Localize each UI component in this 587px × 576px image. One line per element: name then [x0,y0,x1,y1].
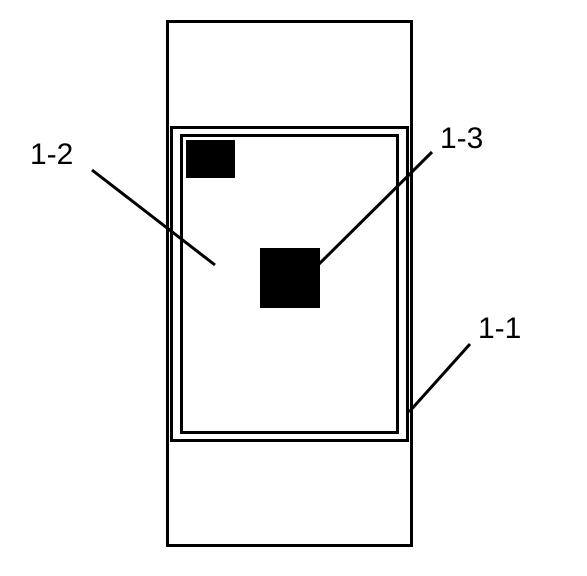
center-box [260,248,320,308]
label-1-2: 1-2 [30,138,73,172]
label-1-3: 1-3 [440,122,483,156]
small-box [186,140,235,178]
label-1-1: 1-1 [478,312,521,346]
diagram-stage: 1-2 1-3 1-1 [0,0,587,576]
leader-1-1 [409,344,470,412]
